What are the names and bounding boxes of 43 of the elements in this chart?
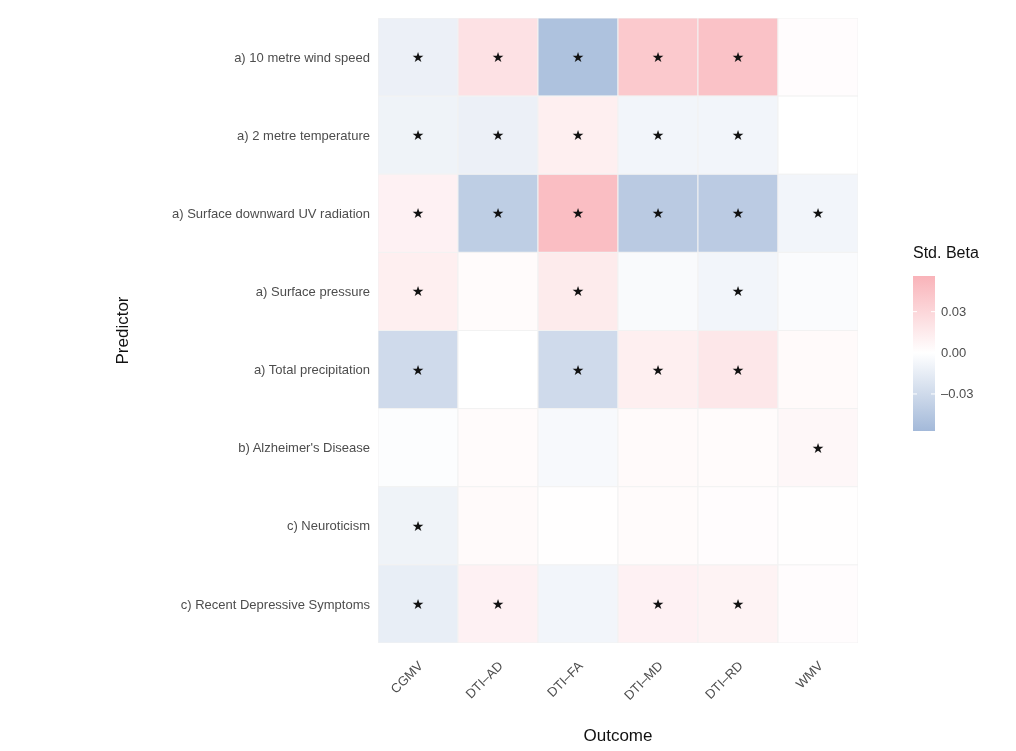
data-label: ★ <box>411 283 425 300</box>
data-label: ★ <box>411 361 425 378</box>
data-label: ★ <box>731 49 745 66</box>
data-label: ★ <box>571 49 585 66</box>
x-axis-title: Outcome <box>583 726 653 745</box>
y-tick-label: a) 2 metre temperature <box>237 127 370 143</box>
data-label: ★ <box>491 205 505 222</box>
data-label: ★ <box>731 205 745 222</box>
legend-title: Std. Beta <box>913 244 979 261</box>
data-label: ★ <box>491 127 505 144</box>
y-tick-label: a) Total precipitation <box>253 362 370 378</box>
data-label: ★ <box>491 595 505 612</box>
y-tick-label: b) Alzheimer's Disease <box>238 440 370 456</box>
data-label: ★ <box>731 595 745 612</box>
data-label: ★ <box>651 205 665 222</box>
data-label: ★ <box>811 439 825 456</box>
data-label: ★ <box>651 595 665 612</box>
data-label: ★ <box>651 361 665 378</box>
color-bar-label: 0.03 <box>941 303 967 319</box>
y-tick-label: a) Surface downward UV radiation <box>172 205 370 221</box>
data-label: ★ <box>411 595 425 612</box>
y-tick-label: a) Surface pressure <box>255 284 370 300</box>
data-label: ★ <box>411 205 425 222</box>
data-label: ★ <box>411 517 425 534</box>
y-tick-label: c) Neuroticism <box>286 518 370 534</box>
data-label: ★ <box>731 361 745 378</box>
data-label: ★ <box>571 361 585 378</box>
data-label: ★ <box>571 127 585 144</box>
data-label: ★ <box>811 205 825 222</box>
y-tick-label: a) 10 metre wind speed <box>234 49 370 65</box>
y-tick-label: c) Recent Depressive Symptoms <box>180 596 371 612</box>
color-bar-label: 0.00 <box>941 344 967 360</box>
color-bar-label: –0.03 <box>941 385 974 401</box>
data-label: ★ <box>491 49 505 66</box>
y-axis-title: Predictor <box>113 296 133 365</box>
data-label: ★ <box>571 205 585 222</box>
data-label: ★ <box>571 283 585 300</box>
data-label: ★ <box>731 283 745 300</box>
data-label: ★ <box>731 127 745 144</box>
data-label: ★ <box>651 49 665 66</box>
data-label: ★ <box>411 127 425 144</box>
data-label: ★ <box>651 127 665 144</box>
data-label: ★ <box>411 49 425 66</box>
